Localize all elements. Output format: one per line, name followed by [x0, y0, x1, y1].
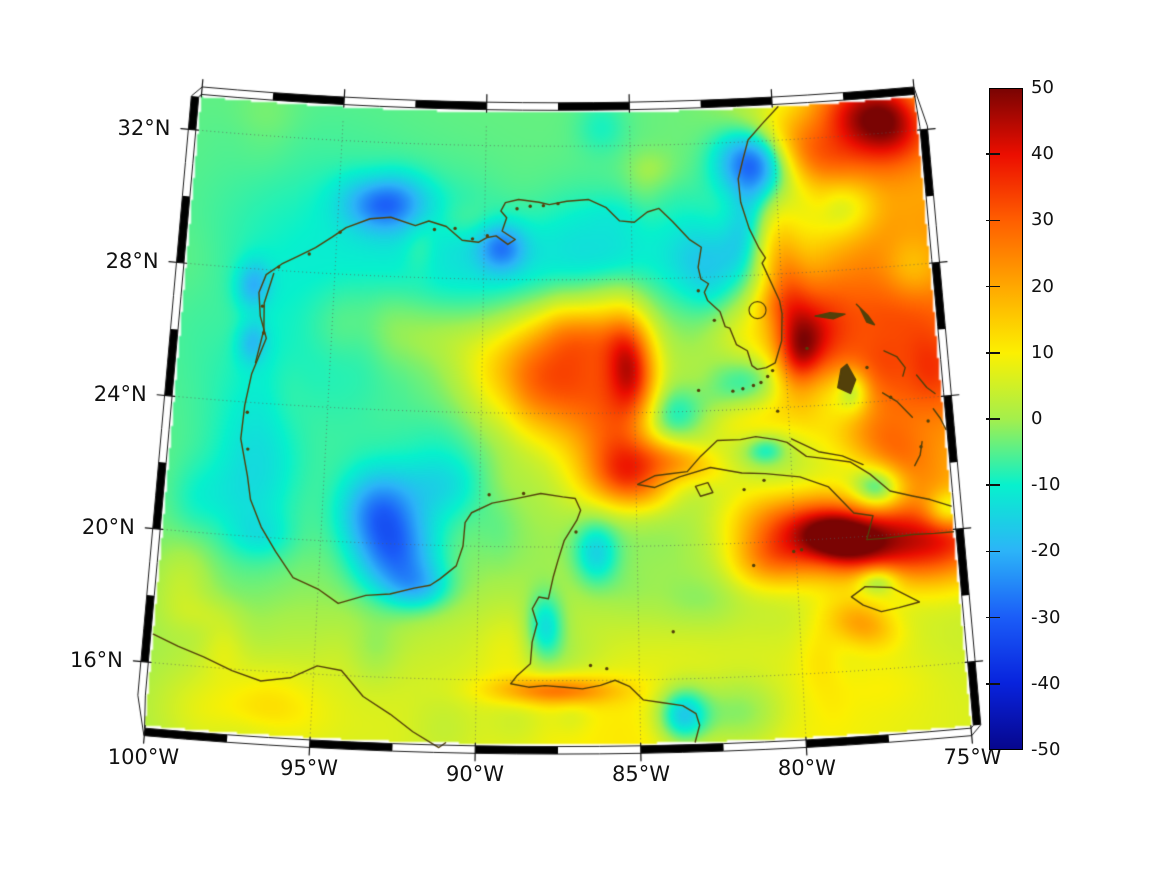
- colorbar: [986, 88, 1023, 750]
- lat-tick-label: 16°N: [69, 648, 123, 673]
- colorbar-tick: [986, 352, 1000, 354]
- colorbar-tick-label: 30: [1031, 209, 1054, 231]
- lon-tick-label: 85°W: [612, 762, 670, 787]
- colorbar-tick-label: 0: [1031, 408, 1043, 429]
- colorbar-tick-label: 40: [1031, 143, 1054, 165]
- colorbar-tick-label: 20: [1031, 275, 1054, 297]
- lat-tick-label: 32°N: [117, 116, 171, 141]
- lat-tick-label: 20°N: [81, 515, 135, 540]
- lat-tick-label: 24°N: [93, 382, 147, 407]
- colorbar-tick-label: 10: [1031, 341, 1054, 363]
- colorbar-tick: [986, 285, 1000, 288]
- colorbar-tick-label: -10: [1031, 474, 1061, 496]
- colorbar-tick-label: -50: [1031, 739, 1061, 760]
- colorbar-tick: [986, 484, 1000, 486]
- lon-tick-label: 95°W: [280, 756, 339, 781]
- colorbar-tick-label: -30: [1031, 606, 1061, 628]
- colorbar-tick: [986, 418, 1000, 420]
- colorbar-tick-label: 50: [1031, 77, 1054, 98]
- colorbar-tick-label: -40: [1031, 672, 1061, 694]
- colorbar-tick: [986, 153, 1000, 155]
- colorbar-tick: [986, 219, 1000, 222]
- lon-tick-label: 90°W: [445, 762, 504, 787]
- colorbar-tick: [986, 683, 1000, 685]
- lon-tick-label: 100°W: [107, 744, 180, 769]
- colorbar-tick: [986, 616, 1000, 619]
- colorbar-tick-label: -20: [1031, 540, 1061, 562]
- lon-tick-label: 80°W: [777, 756, 836, 781]
- colorbar-tick: [986, 550, 1000, 553]
- lat-tick-label: 28°N: [105, 249, 159, 274]
